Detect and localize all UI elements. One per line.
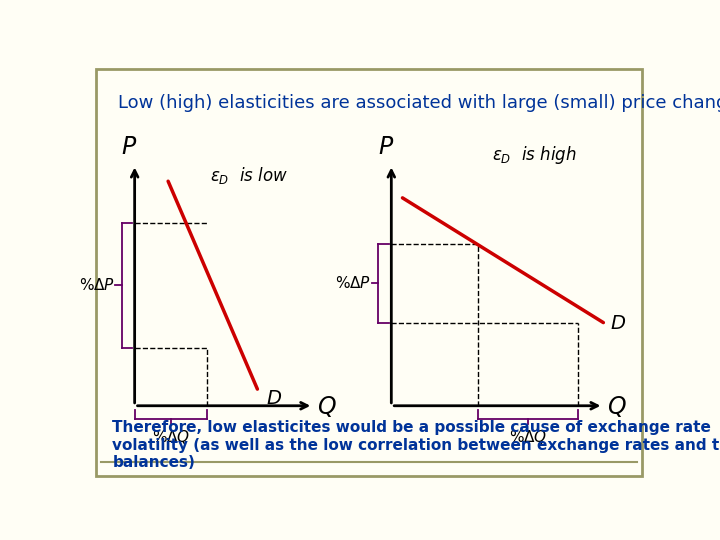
Text: $\varepsilon_D$  is low: $\varepsilon_D$ is low	[210, 165, 288, 186]
Text: Therefore, low elasticites would be a possible cause of exchange rate
volatility: Therefore, low elasticites would be a po…	[112, 420, 720, 470]
Text: $\%\Delta Q$: $\%\Delta Q$	[152, 428, 190, 445]
Text: $\varepsilon_D$  is high: $\varepsilon_D$ is high	[492, 144, 577, 166]
Text: $Q$: $Q$	[608, 394, 627, 419]
Text: $Q$: $Q$	[318, 394, 337, 419]
Text: $\%\Delta P$: $\%\Delta P$	[78, 277, 114, 293]
FancyBboxPatch shape	[96, 69, 642, 476]
Text: Low (high) elasticities are associated with large (small) price changes: Low (high) elasticities are associated w…	[118, 94, 720, 112]
Text: $P$: $P$	[121, 135, 138, 159]
Text: $\%\Delta P$: $\%\Delta P$	[336, 275, 372, 291]
Text: $\%\Delta Q$: $\%\Delta Q$	[509, 428, 547, 445]
Text: $P$: $P$	[377, 135, 394, 159]
Text: $D$: $D$	[610, 314, 626, 333]
Text: $D$: $D$	[266, 389, 282, 408]
